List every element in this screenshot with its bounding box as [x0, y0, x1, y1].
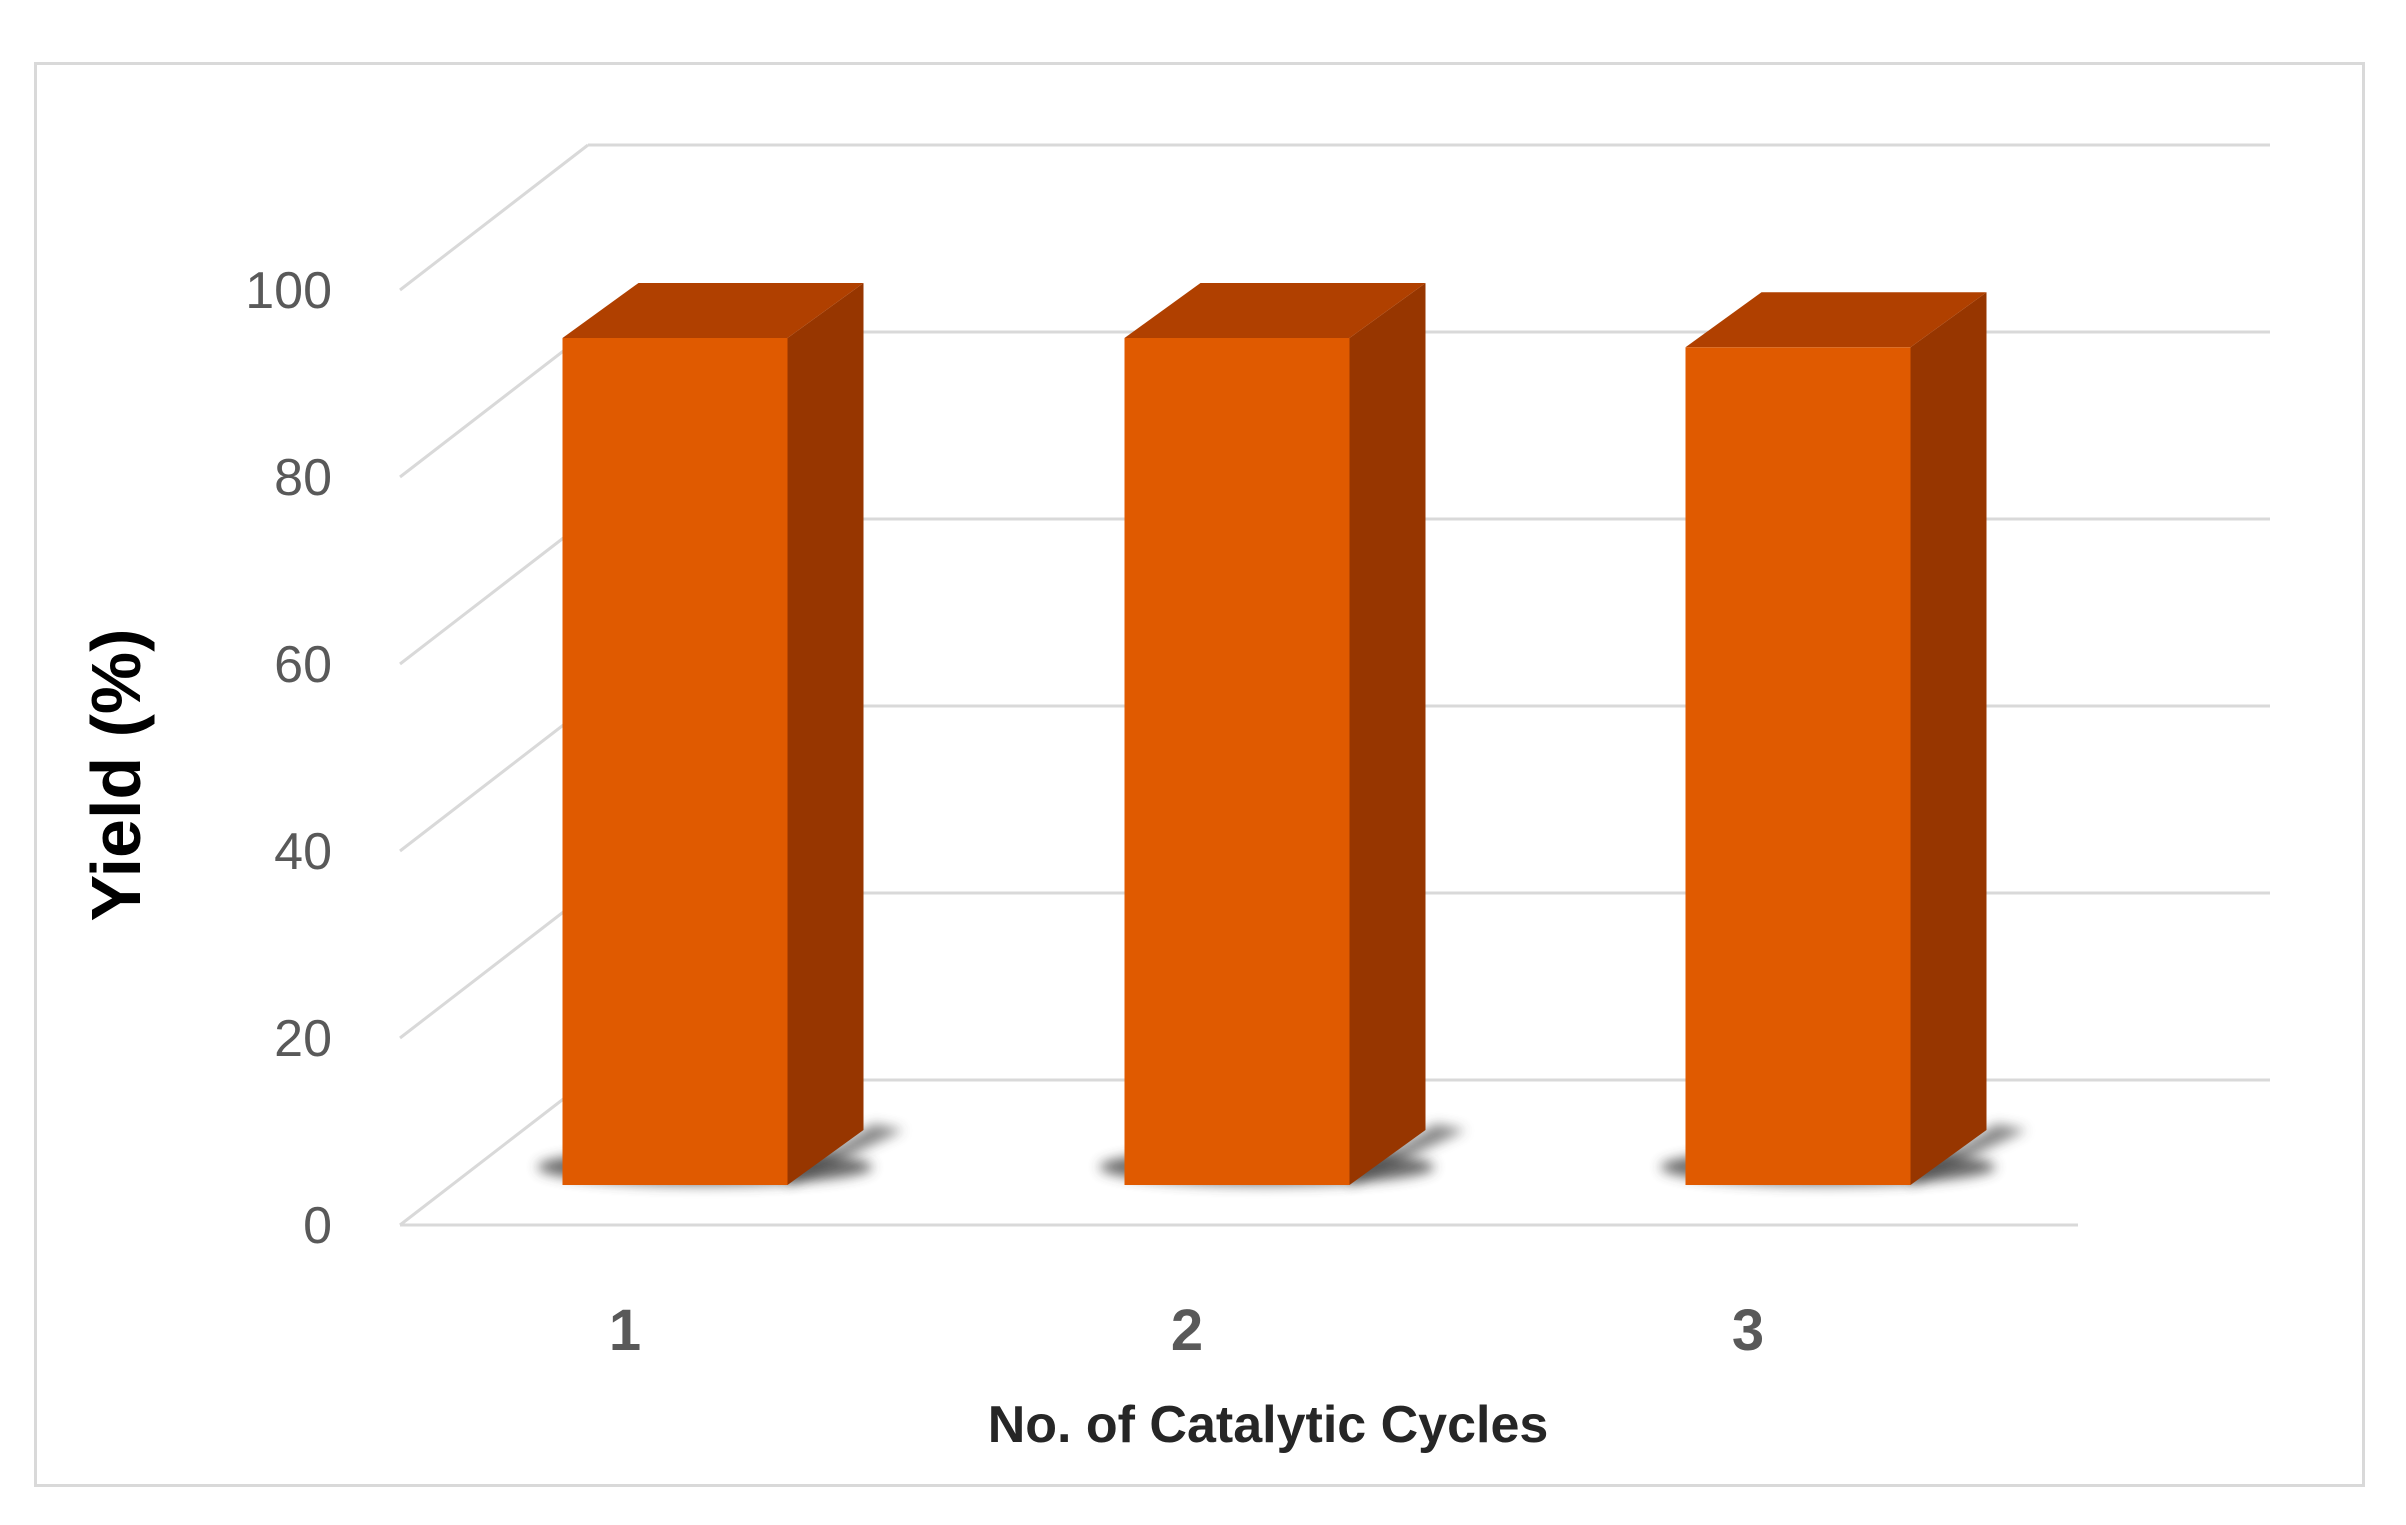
bar-front-face	[562, 338, 788, 1185]
bar-side-face	[787, 283, 864, 1185]
y-axis-title: Yield (%)	[77, 629, 155, 922]
y-tick-label: 80	[274, 449, 332, 507]
y-tick-label: 40	[274, 823, 332, 881]
bar-front-face	[1124, 338, 1350, 1185]
bar-side-face	[1910, 292, 1987, 1185]
bar-top-face	[1124, 283, 1426, 338]
floor-side-edge	[399, 1078, 589, 1227]
gridlines	[399, 143, 2270, 1227]
x-tick-label: 1	[609, 1298, 641, 1363]
bar-3	[1660, 292, 2027, 1185]
bar-top-face	[1685, 292, 1987, 348]
x-tick-label: 2	[1171, 1298, 1203, 1363]
side-wall-gridline	[399, 517, 589, 666]
bars	[537, 283, 2027, 1185]
bar-front-face	[1685, 347, 1911, 1185]
bar-2	[1099, 283, 1466, 1185]
bar-1	[537, 283, 904, 1185]
side-wall-gridline	[399, 143, 589, 292]
y-axis-ticks: 0 20 40 60 80 100	[245, 262, 332, 1255]
side-wall-gridline	[399, 891, 589, 1040]
bar-shadow-side	[787, 1124, 904, 1185]
bar-shadow-side	[1910, 1124, 2027, 1185]
x-axis-categories: 1 2 3	[609, 1298, 1764, 1363]
x-tick-label: 3	[1732, 1298, 1764, 1363]
side-wall-gridline	[399, 704, 589, 853]
y-tick-label: 20	[274, 1010, 332, 1068]
bar-top-face	[562, 283, 864, 338]
side-wall-gridline	[399, 330, 589, 479]
y-tick-label: 60	[274, 636, 332, 694]
x-axis-title: No. of Catalytic Cycles	[988, 1396, 1549, 1454]
y-tick-label: 0	[303, 1197, 332, 1255]
bar-shadow-side	[1349, 1124, 1466, 1185]
y-tick-label: 100	[245, 262, 332, 320]
bar-side-face	[1349, 283, 1426, 1185]
